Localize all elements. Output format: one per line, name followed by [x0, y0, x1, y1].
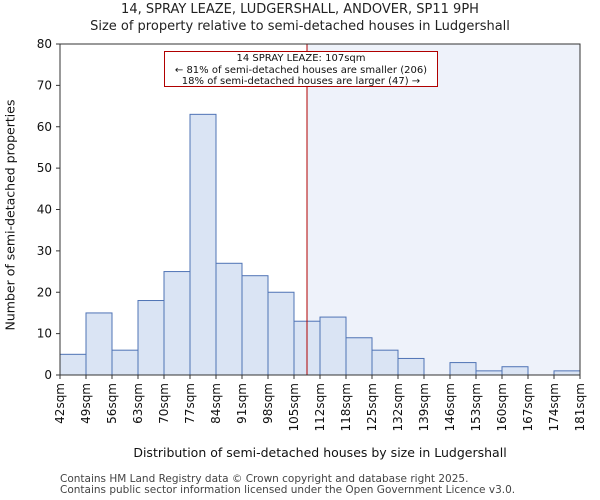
x-tick-label: 105sqm	[287, 383, 301, 431]
x-tick-label: 139sqm	[417, 383, 431, 431]
x-tick-label: 153sqm	[469, 383, 483, 431]
x-tick-label: 63sqm	[131, 383, 145, 424]
x-tick-label: 91sqm	[235, 383, 249, 424]
y-tick-label: 10	[37, 327, 52, 341]
histogram-bar	[85, 312, 113, 376]
y-tick-label: 80	[37, 37, 52, 51]
histogram-bar	[397, 357, 425, 376]
highlight-region	[307, 44, 580, 375]
histogram-bar	[449, 362, 477, 376]
histogram-bar	[189, 113, 217, 376]
x-tick-label: 125sqm	[365, 383, 379, 431]
y-tick-label: 20	[37, 285, 52, 299]
y-tick-label: 0	[44, 368, 52, 382]
chart-title: Size of property relative to semi-detach…	[90, 19, 510, 34]
y-tick-label: 40	[37, 203, 52, 217]
histogram-bar	[267, 291, 295, 376]
annotation-line-smaller: ← 81% of semi-detached houses are smalle…	[174, 64, 428, 76]
footer-copyright: Contains HM Land Registry data © Crown c…	[60, 473, 469, 485]
x-tick-label: 98sqm	[261, 383, 275, 424]
chart-title-address: 14, SPRAY LEAZE, LUDGERSHALL, ANDOVER, S…	[121, 2, 479, 17]
histogram-bar	[241, 275, 269, 376]
x-tick-label: 49sqm	[79, 383, 93, 424]
histogram-bar	[345, 337, 373, 376]
x-tick-label: 160sqm	[495, 383, 509, 431]
annotation-line-larger: 18% of semi-detached houses are larger (…	[181, 76, 421, 87]
y-tick-label: 60	[37, 120, 52, 134]
x-tick-label: 112sqm	[313, 383, 327, 431]
histogram-bar	[371, 349, 399, 376]
histogram-bar	[319, 316, 347, 376]
y-tick-label: 30	[37, 244, 52, 258]
x-tick-label: 70sqm	[157, 383, 171, 424]
histogram-bar	[137, 300, 165, 376]
x-tick-label: 132sqm	[391, 383, 405, 431]
histogram-bar	[501, 366, 529, 376]
histogram-bar	[475, 370, 503, 376]
x-tick-label: 118sqm	[339, 383, 353, 431]
x-tick-label: 146sqm	[443, 383, 457, 431]
histogram-bar	[215, 262, 243, 376]
x-tick-label: 174sqm	[547, 383, 561, 431]
x-axis-label: Distribution of semi-detached houses by …	[133, 445, 507, 460]
histogram-bar	[111, 349, 139, 376]
histogram-bar	[163, 271, 191, 376]
x-tick-label: 181sqm	[573, 383, 587, 431]
annotation-line-property: 14 SPRAY LEAZE: 107sqm	[236, 53, 366, 64]
x-tick-label: 56sqm	[105, 383, 119, 424]
x-tick-label: 77sqm	[183, 383, 197, 424]
footer-licence: Contains public sector information licen…	[60, 484, 516, 496]
y-axis-label: Number of semi-detached properties	[2, 99, 18, 331]
x-tick-label: 167sqm	[521, 383, 535, 431]
histogram-bar	[553, 370, 581, 376]
y-tick-label: 50	[37, 161, 52, 175]
x-tick-label: 84sqm	[209, 383, 223, 424]
y-tick-label: 70	[37, 78, 52, 92]
histogram-bar	[59, 353, 87, 376]
x-tick-label: 42sqm	[53, 383, 67, 424]
property-annotation-box: 14 SPRAY LEAZE: 107sqm ← 81% of semi-det…	[164, 51, 438, 87]
